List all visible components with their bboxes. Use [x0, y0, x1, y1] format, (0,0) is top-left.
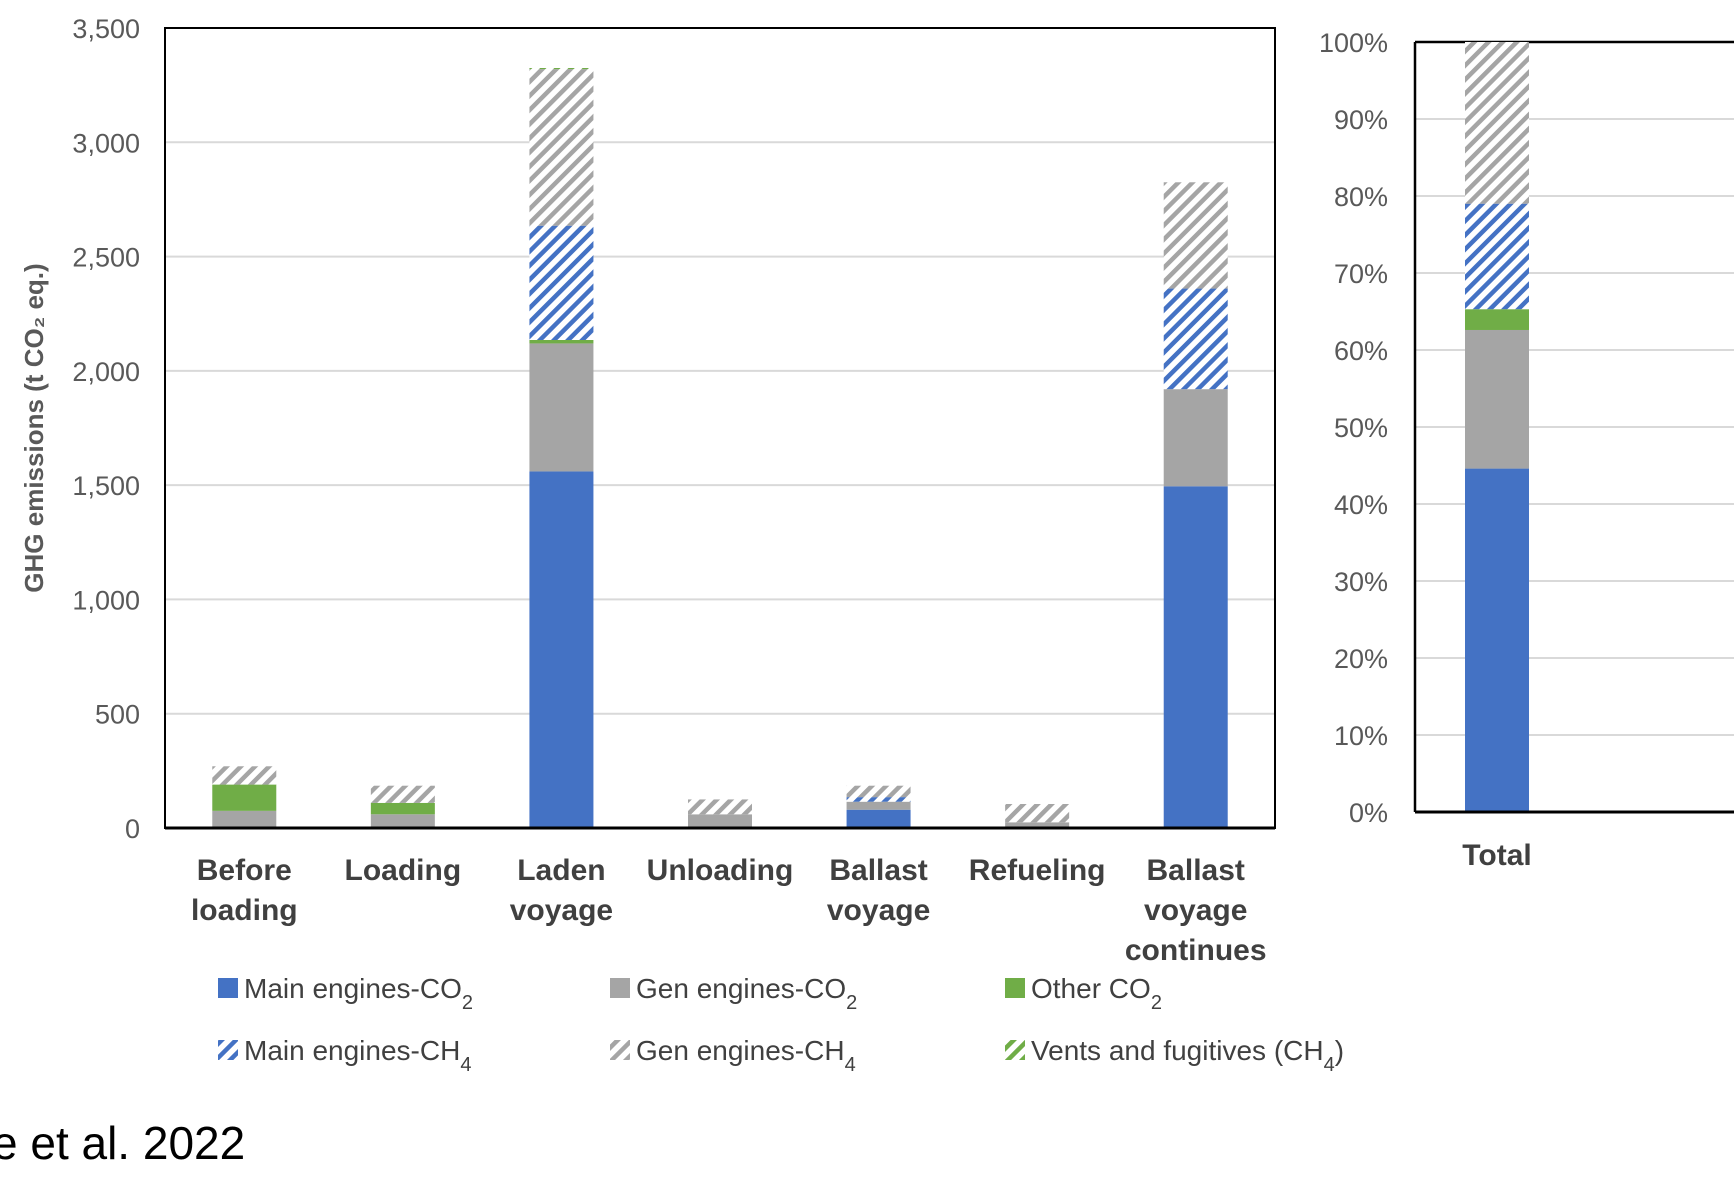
legend-swatch — [1005, 978, 1025, 998]
bar-segment-unloading-gen-engines-ch4 — [688, 799, 752, 815]
bar-segment-before-loading-gen-engines-co2 — [212, 810, 277, 828]
legend-label: Main engines-CH4 — [244, 1035, 471, 1076]
bar-segment-before-loading-other-co2 — [212, 784, 277, 811]
x-category-label: Laden — [517, 854, 605, 887]
total-bar-segment-gen-engines-ch4 — [1465, 42, 1529, 204]
bar-segment-laden-voyage-main-engines-co2 — [529, 471, 594, 828]
bar-segment-laden-voyage-vents-and-fugitives-ch4 — [529, 68, 594, 70]
x-category-label: Loading — [345, 854, 462, 887]
y-tick-label: 1,500 — [72, 471, 140, 501]
total-bar-segment-main-engines-co2 — [1465, 468, 1529, 812]
legend-label: Other CO2 — [1031, 973, 1162, 1014]
bar-segment-loading-other-co2 — [370, 802, 435, 815]
y-tick-label: 1,000 — [72, 585, 140, 615]
y-tick-label: 0 — [125, 814, 140, 844]
legend-label: Main engines-CO2 — [244, 973, 473, 1014]
y-tick-label: 70% — [1334, 259, 1388, 289]
bar-segment-laden-voyage-main-engines-ch4 — [529, 225, 594, 340]
citation-caption: e et al. 2022 — [0, 1117, 246, 1169]
x-category-label: Unloading — [647, 854, 794, 887]
y-tick-label: 90% — [1334, 105, 1388, 135]
plot-area-frame — [164, 27, 1276, 829]
y-tick-label: 2,000 — [72, 357, 140, 387]
legend: Main engines-CO2 Gen engines-CO2 Other CO2… — [218, 973, 1344, 1076]
legend-item-vents-and-fugitives-ch4: Vents and fugitives (CH4) — [1005, 1035, 1344, 1076]
total-bar-segment-other-co2 — [1465, 309, 1529, 330]
x-category-label: voyage — [510, 894, 613, 927]
y-tick-label: 500 — [95, 700, 140, 730]
bar-segment-laden-voyage-other-co2 — [529, 340, 594, 344]
x-category-label: Ballast — [829, 854, 927, 887]
legend-swatch — [218, 1040, 238, 1060]
y-tick-label: 50% — [1334, 413, 1388, 443]
bar-segment-loading-gen-engines-co2 — [370, 814, 435, 828]
legend-item-main-engines-ch4: Main engines-CH4 — [218, 1035, 471, 1076]
bar-segment-ballast-voyage-continues-main-engines-ch4 — [1163, 288, 1228, 390]
bar-segment-laden-voyage-gen-engines-ch4 — [529, 69, 594, 226]
bar-segment-ballast-voyage-main-engines-ch4 — [846, 797, 911, 802]
bar-segment-ballast-voyage-continues-gen-engines-ch4 — [1163, 182, 1228, 289]
legend-swatch — [610, 1040, 630, 1060]
x-category-label: Before — [197, 854, 292, 887]
bar-segment-ballast-voyage-gen-engines-co2 — [846, 801, 911, 810]
bar-segment-ballast-voyage-gen-engines-ch4 — [846, 785, 911, 798]
bar-segment-loading-gen-engines-ch4 — [370, 785, 435, 803]
legend-item-gen-engines-ch4: Gen engines-CH4 — [610, 1035, 856, 1076]
y-tick-label: 3,000 — [72, 128, 140, 158]
bar-segment-ballast-voyage-main-engines-co2 — [846, 809, 911, 828]
bar-segment-unloading-gen-engines-co2 — [688, 814, 752, 828]
bar-segment-before-loading-gen-engines-ch4 — [212, 766, 277, 785]
x-category-label: loading — [191, 894, 298, 927]
legend-item-gen-engines-co2: Gen engines-CO2 — [610, 973, 857, 1014]
y-tick-label: 2,500 — [72, 243, 140, 273]
x-category-label: Ballast — [1147, 854, 1245, 887]
legend-swatch — [1005, 1040, 1025, 1060]
legend-label: Gen engines-CO2 — [636, 973, 857, 1014]
y-tick-label: 3,500 — [72, 14, 140, 44]
right-chart: 0% 10% 20% 30% 40% 50% 60% 70% 80% 90% 100% Total — [1319, 28, 1734, 872]
bar-segment-refueling-gen-engines-co2 — [1005, 822, 1070, 828]
bar-segment-ballast-voyage-continues-gen-engines-co2 — [1163, 389, 1228, 487]
bar-segment-laden-voyage-gen-engines-co2 — [529, 343, 594, 472]
y-tick-label: 0% — [1349, 798, 1388, 828]
x-category-label: voyage — [827, 894, 930, 927]
x-category-label: Total — [1462, 839, 1531, 872]
x-category-label: continues — [1125, 934, 1267, 967]
y-tick-label: 10% — [1334, 721, 1388, 751]
y-tick-label: 30% — [1334, 567, 1388, 597]
y-tick-label: 20% — [1334, 644, 1388, 674]
legend-swatch — [218, 978, 238, 998]
legend-label: Vents and fugitives (CH4) — [1031, 1035, 1344, 1076]
bar-segment-refueling-gen-engines-ch4 — [1005, 804, 1070, 823]
y-tick-label: 80% — [1334, 182, 1388, 212]
y-tick-label: 60% — [1334, 336, 1388, 366]
total-bar-segment-gen-engines-co2 — [1465, 329, 1529, 469]
total-bar-segment-main-engines-ch4 — [1465, 203, 1529, 310]
legend-item-main-engines-co2: Main engines-CO2 — [218, 973, 473, 1014]
legend-swatch — [610, 978, 630, 998]
y-tick-label: 100% — [1319, 28, 1388, 58]
legend-item-other-co2: Other CO2 — [1005, 973, 1162, 1014]
x-category-label: Refueling — [969, 854, 1106, 887]
y-tick-label: 40% — [1334, 490, 1388, 520]
legend-label: Gen engines-CH4 — [636, 1035, 856, 1076]
y-axis-label: GHG emissions (t CO₂ eq.) — [19, 263, 49, 592]
left-chart: 0 500 1,000 1,500 2,000 2,500 3,000 3,500 GHG em… — [19, 14, 1276, 967]
bar-segment-ballast-voyage-continues-main-engines-co2 — [1163, 486, 1228, 828]
x-category-label: voyage — [1144, 894, 1247, 927]
